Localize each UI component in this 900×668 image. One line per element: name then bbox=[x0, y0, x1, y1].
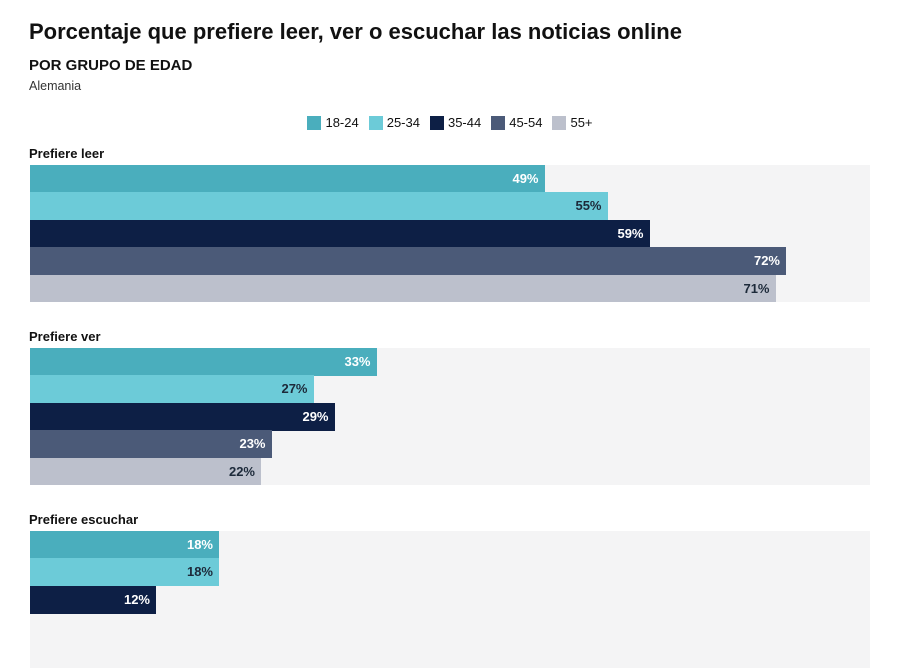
data-label: 23% bbox=[239, 436, 266, 452]
bar bbox=[30, 402, 335, 431]
data-label: 29% bbox=[302, 408, 329, 424]
data-label: 33% bbox=[344, 354, 371, 369]
legend-item: 25-34 bbox=[368, 115, 420, 130]
data-label: 55% bbox=[575, 198, 602, 214]
bar bbox=[30, 192, 608, 221]
legend-swatch bbox=[429, 115, 444, 130]
bar bbox=[30, 348, 377, 376]
legend-swatch bbox=[552, 115, 567, 130]
data-label: 27% bbox=[281, 381, 308, 397]
legend-label: 25-34 bbox=[386, 115, 420, 130]
bar bbox=[30, 219, 650, 248]
legend-swatch bbox=[307, 115, 322, 130]
data-label: 72% bbox=[753, 253, 780, 269]
bar bbox=[30, 457, 261, 486]
bar bbox=[30, 165, 545, 193]
legend-label: 45-54 bbox=[509, 115, 543, 130]
legend-label: 55+ bbox=[570, 115, 593, 130]
group-label: Prefiere leer bbox=[29, 146, 105, 161]
bar bbox=[30, 430, 272, 459]
legend-item: 55+ bbox=[552, 115, 593, 130]
legend: 18-24 25-34 35-44 45-54 55+ bbox=[0, 115, 900, 130]
data-label: 18% bbox=[186, 537, 213, 552]
region-label: Alemania bbox=[29, 79, 82, 93]
bar bbox=[30, 247, 786, 276]
group-label: Prefiere escuchar bbox=[29, 512, 139, 527]
data-label: 71% bbox=[743, 280, 770, 296]
legend-item: 45-54 bbox=[491, 115, 542, 130]
bar bbox=[30, 558, 219, 587]
legend-label: 18-24 bbox=[325, 115, 359, 130]
legend-label: 35-44 bbox=[447, 115, 482, 130]
legend-item: 18-24 bbox=[307, 115, 359, 130]
bar bbox=[30, 375, 314, 404]
data-label: 22% bbox=[228, 463, 255, 479]
legend-swatch bbox=[368, 115, 383, 130]
bar bbox=[30, 274, 776, 303]
data-label: 18% bbox=[186, 564, 213, 580]
data-label: 59% bbox=[617, 225, 644, 241]
bar bbox=[30, 531, 219, 559]
bar-chart: Prefiere leer 49% 55% 59% 72% 71% Prefiere ver… bbox=[29, 146, 870, 668]
group-label: Prefiere ver bbox=[29, 329, 101, 344]
legend-swatch bbox=[491, 115, 506, 130]
data-label: 12% bbox=[123, 591, 150, 607]
chart-title: Porcentaje que prefiere leer, ver o escu… bbox=[29, 19, 682, 44]
data-label: 49% bbox=[512, 171, 539, 186]
chart-subtitle: POR GRUPO DE EDAD bbox=[29, 57, 193, 74]
legend-item: 35-44 bbox=[429, 115, 482, 130]
